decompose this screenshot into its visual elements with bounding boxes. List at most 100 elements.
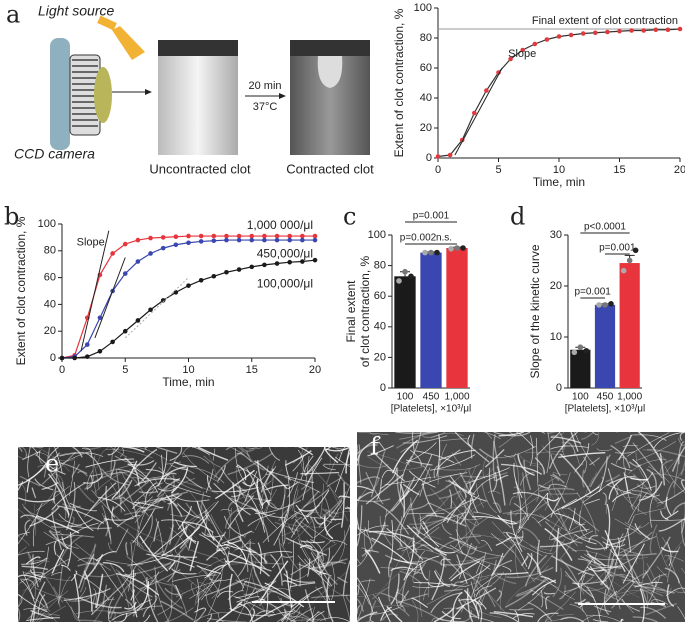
camera-label: CCD camera bbox=[14, 146, 95, 162]
fiber bbox=[107, 446, 120, 456]
fiber bbox=[345, 446, 351, 474]
fiber bbox=[502, 506, 525, 514]
fiber bbox=[399, 607, 410, 617]
x-tick-label: 10 bbox=[553, 164, 565, 176]
fiber bbox=[135, 599, 152, 609]
fiber bbox=[91, 593, 97, 615]
fiber bbox=[546, 497, 560, 502]
panel-label: f bbox=[370, 433, 381, 461]
fiber bbox=[478, 588, 488, 620]
fiber bbox=[93, 543, 96, 570]
fiber bbox=[161, 545, 188, 570]
fiber bbox=[201, 501, 223, 541]
fiber bbox=[247, 512, 276, 527]
fiber bbox=[86, 474, 93, 490]
fiber bbox=[148, 533, 163, 554]
fiber bbox=[38, 591, 49, 609]
replicate-point bbox=[434, 249, 440, 256]
fiber bbox=[414, 550, 426, 574]
replicate-point bbox=[448, 245, 454, 252]
fiber bbox=[134, 496, 153, 518]
fiber bbox=[132, 554, 174, 566]
point bbox=[274, 261, 280, 266]
fiber bbox=[82, 447, 92, 458]
fiber bbox=[190, 582, 196, 596]
fiber bbox=[265, 498, 280, 510]
fiber bbox=[517, 492, 548, 533]
slope-label: Slope bbox=[508, 48, 536, 60]
fiber bbox=[574, 598, 587, 604]
fiber bbox=[32, 604, 36, 623]
point bbox=[262, 237, 267, 243]
y-tick-label: 20 bbox=[420, 122, 432, 134]
fiber bbox=[206, 533, 231, 566]
fiber bbox=[659, 459, 673, 474]
fiber bbox=[621, 579, 666, 591]
fiber bbox=[294, 518, 314, 539]
fiber bbox=[254, 509, 270, 543]
fiber bbox=[642, 589, 660, 605]
fiber bbox=[427, 569, 431, 598]
fiber bbox=[616, 429, 631, 433]
point bbox=[435, 154, 441, 159]
fiber bbox=[78, 553, 95, 589]
y-tick-label: 40 bbox=[44, 298, 56, 310]
fiber bbox=[667, 554, 685, 594]
fiber bbox=[478, 431, 501, 440]
fiber bbox=[94, 598, 115, 609]
fiber bbox=[171, 493, 210, 502]
fiber bbox=[32, 554, 39, 588]
fiber bbox=[217, 546, 231, 551]
fiber bbox=[289, 582, 316, 588]
fiber bbox=[487, 490, 501, 495]
fiber bbox=[112, 611, 137, 621]
x-axis-label: Time, min bbox=[162, 375, 214, 389]
fiber bbox=[158, 466, 202, 493]
fiber bbox=[412, 561, 427, 576]
fiber bbox=[522, 472, 529, 521]
fiber bbox=[246, 450, 265, 472]
fiber bbox=[188, 509, 208, 522]
fiber bbox=[552, 473, 565, 484]
fiber bbox=[327, 524, 351, 565]
fiber bbox=[510, 516, 525, 524]
fiber bbox=[389, 581, 406, 605]
fiber bbox=[588, 534, 599, 543]
fiber bbox=[539, 513, 580, 538]
fiber bbox=[126, 556, 154, 580]
point bbox=[224, 233, 229, 239]
arrow-head bbox=[279, 93, 286, 99]
fiber bbox=[550, 454, 561, 477]
fiber bbox=[437, 443, 448, 485]
fiber bbox=[476, 483, 484, 508]
fiber bbox=[441, 523, 452, 536]
fiber bbox=[445, 480, 462, 491]
fiber bbox=[409, 502, 429, 511]
fiber bbox=[243, 542, 256, 549]
fiber bbox=[53, 541, 57, 556]
fiber bbox=[74, 587, 87, 601]
fiber bbox=[604, 590, 618, 604]
fiber bbox=[141, 491, 189, 504]
point bbox=[544, 37, 550, 42]
fiber bbox=[275, 446, 288, 448]
fiber bbox=[513, 502, 529, 517]
fiber bbox=[551, 476, 560, 499]
fiber bbox=[660, 510, 669, 521]
fiber bbox=[294, 510, 329, 519]
fiber bbox=[247, 493, 266, 533]
fiber bbox=[548, 514, 565, 541]
fiber bbox=[573, 517, 585, 526]
fiber bbox=[567, 507, 600, 532]
fiber bbox=[546, 431, 551, 474]
fiber bbox=[337, 473, 350, 487]
fiber bbox=[27, 551, 33, 572]
fiber bbox=[97, 584, 117, 611]
y-tick-label: 20 bbox=[550, 280, 562, 292]
fiber bbox=[630, 434, 667, 441]
bar bbox=[619, 263, 640, 388]
fiber bbox=[95, 573, 104, 609]
fiber bbox=[60, 564, 71, 571]
fiber bbox=[677, 606, 685, 622]
uncontracted-label: Uncontracted clot bbox=[149, 161, 251, 176]
